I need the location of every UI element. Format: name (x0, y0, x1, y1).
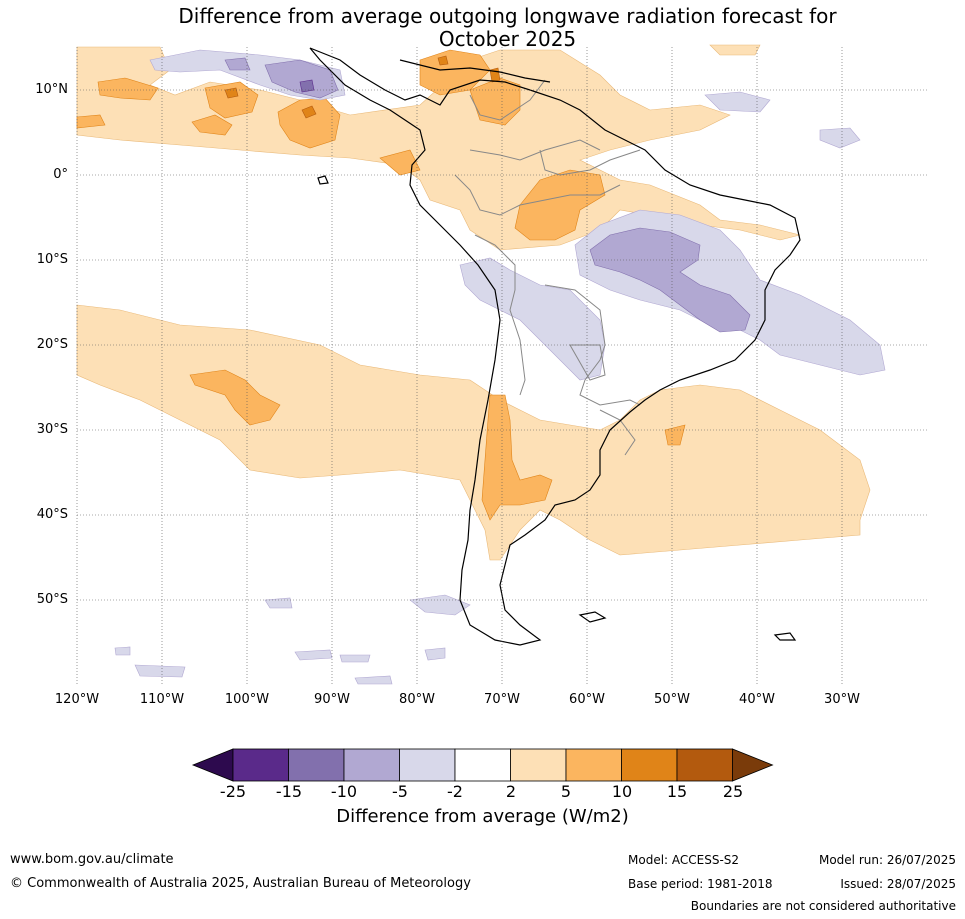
country-borders (454, 79, 641, 456)
negative-anomaly-5-10-regions (224, 57, 751, 333)
lavender-patch-south-5 (134, 664, 186, 678)
lavender-patch-south-8 (114, 646, 131, 656)
orange-patch-pacific-south (189, 369, 281, 426)
footer-disclaimer: Boundaries are not considered authoritat… (690, 899, 956, 913)
orange-patch-2 (204, 81, 259, 119)
border-3 (474, 234, 526, 396)
lavender-patch-south-6 (354, 675, 393, 685)
colorbar-cell-6 (510, 748, 567, 782)
colorbar-cell-8 (621, 748, 678, 782)
lavender-patch-central-south-america (459, 257, 606, 381)
map-title-line-2: October 2025 (438, 27, 577, 51)
purple-patch-brazil (589, 227, 751, 333)
lat-label-30S: 30°S (36, 422, 68, 437)
border-2 (469, 139, 601, 161)
lon-label-120W: 120°W (54, 692, 100, 707)
border-guianas (539, 149, 641, 176)
dark-orange-patch-3 (437, 55, 449, 66)
lavender-patch-atlantic-north-1 (704, 91, 771, 113)
lavender-patch-atlantic-north-2 (819, 127, 861, 149)
orange-patch-argentina (481, 394, 553, 521)
colorbar-tick-4: -5 (392, 782, 408, 801)
colorbar-tick-5: -2 (447, 782, 463, 801)
dark-orange-patch-2 (301, 105, 317, 119)
lon-label-50W: 50°W (654, 692, 690, 707)
footer-base-period: Base period: 1981-2018 (628, 877, 773, 891)
colorbar-cell-4 (399, 748, 456, 782)
lon-label-90W: 90°W (314, 692, 350, 707)
orange-patch-5 (76, 114, 106, 129)
lon-label-30W: 30°W (824, 692, 860, 707)
border-1 (454, 174, 621, 216)
tropical-orange-band (76, 46, 801, 251)
colorbar-extend-high (732, 748, 774, 782)
falklands-coast (578, 611, 607, 623)
footer-issued: Issued: 28/07/2025 (840, 877, 956, 891)
colorbar-tick-7: 5 (560, 782, 572, 801)
orange-patch-4 (191, 114, 233, 136)
purple-patch-pacific-north (264, 59, 339, 99)
footer-model-run: Model run: 26/07/2025 (818, 853, 956, 867)
colorbar-cell-5 (454, 748, 511, 782)
lon-label-40W: 40°W (739, 692, 775, 707)
southern-orange-band (76, 304, 871, 561)
colorbar-label: Difference from average (W/m2) (336, 806, 629, 827)
lat-label-20S: 20°S (36, 337, 68, 352)
footer-website: www.bom.gov.au/climate (10, 852, 174, 867)
colorbar-cells (191, 748, 774, 782)
lon-label-100W: 100°W (224, 692, 270, 707)
lavender-patch-south-4 (339, 654, 371, 663)
colorbar-tick-2: -15 (275, 782, 303, 801)
map-title-line-1: Difference from average outgoing longwav… (178, 4, 837, 28)
colorbar (191, 748, 774, 782)
colorbar-extend-low (191, 748, 234, 782)
orange-patch-6 (379, 149, 421, 176)
colorbar-tick-8: 10 (611, 782, 633, 801)
lon-label-70W: 70°W (484, 692, 520, 707)
positive-anomaly-5-10-regions (76, 49, 686, 521)
lavender-patch-south-2 (264, 597, 293, 609)
border-venezuela (469, 79, 546, 121)
border-uruguay (599, 409, 636, 456)
lon-label-110W: 110°W (139, 692, 185, 707)
lat-label-40S: 40°S (36, 507, 68, 522)
galapagos-coast (317, 175, 329, 185)
map-canvas (76, 44, 927, 685)
south-america-coast (309, 47, 801, 646)
purple-patch-pacific-north-2 (224, 57, 251, 71)
orange-patch-1 (97, 77, 159, 101)
colorbar-tick-3: -10 (330, 782, 358, 801)
lon-label-80W: 80°W (399, 692, 435, 707)
colorbar-tick-9: 15 (666, 782, 688, 801)
lavender-patch-south-3 (294, 649, 333, 661)
border-4 (544, 284, 641, 406)
dark-orange-patch-4 (489, 67, 501, 83)
colorbar-cell-7 (565, 748, 622, 782)
colorbar-cell-3 (343, 748, 400, 782)
colorbar-cell-9 (676, 748, 733, 782)
south-georgia-coast (773, 632, 797, 641)
lon-label-60W: 60°W (569, 692, 605, 707)
lavender-patch-south-7 (424, 647, 446, 661)
lat-label-10S: 10°S (36, 252, 68, 267)
colorbar-cell-1 (232, 748, 289, 782)
lat-label-0: 0° (53, 167, 68, 182)
lat-label-50S: 50°S (36, 592, 68, 607)
coastlines (309, 47, 801, 646)
footer-model: Model: ACCESS-S2 (628, 853, 740, 867)
lat-label-10N: 10°N (35, 82, 68, 97)
orange-patch-amazon (514, 169, 606, 241)
colorbar-tick-6: 2 (505, 782, 517, 801)
colorbar-tick-1: -25 (219, 782, 247, 801)
dark-orange-patch-1 (224, 87, 239, 99)
caribbean-coast (399, 59, 551, 83)
footer-copyright: © Commonwealth of Australia 2025, Austra… (10, 876, 471, 891)
orange-patch-3 (277, 97, 341, 149)
north-atlantic-orange-patch (709, 44, 761, 56)
positive-anomaly-2-5-regions (76, 44, 871, 561)
colorbar-tick-10: 25 (722, 782, 744, 801)
colorbar-cell-2 (288, 748, 345, 782)
gridlines (76, 47, 927, 685)
